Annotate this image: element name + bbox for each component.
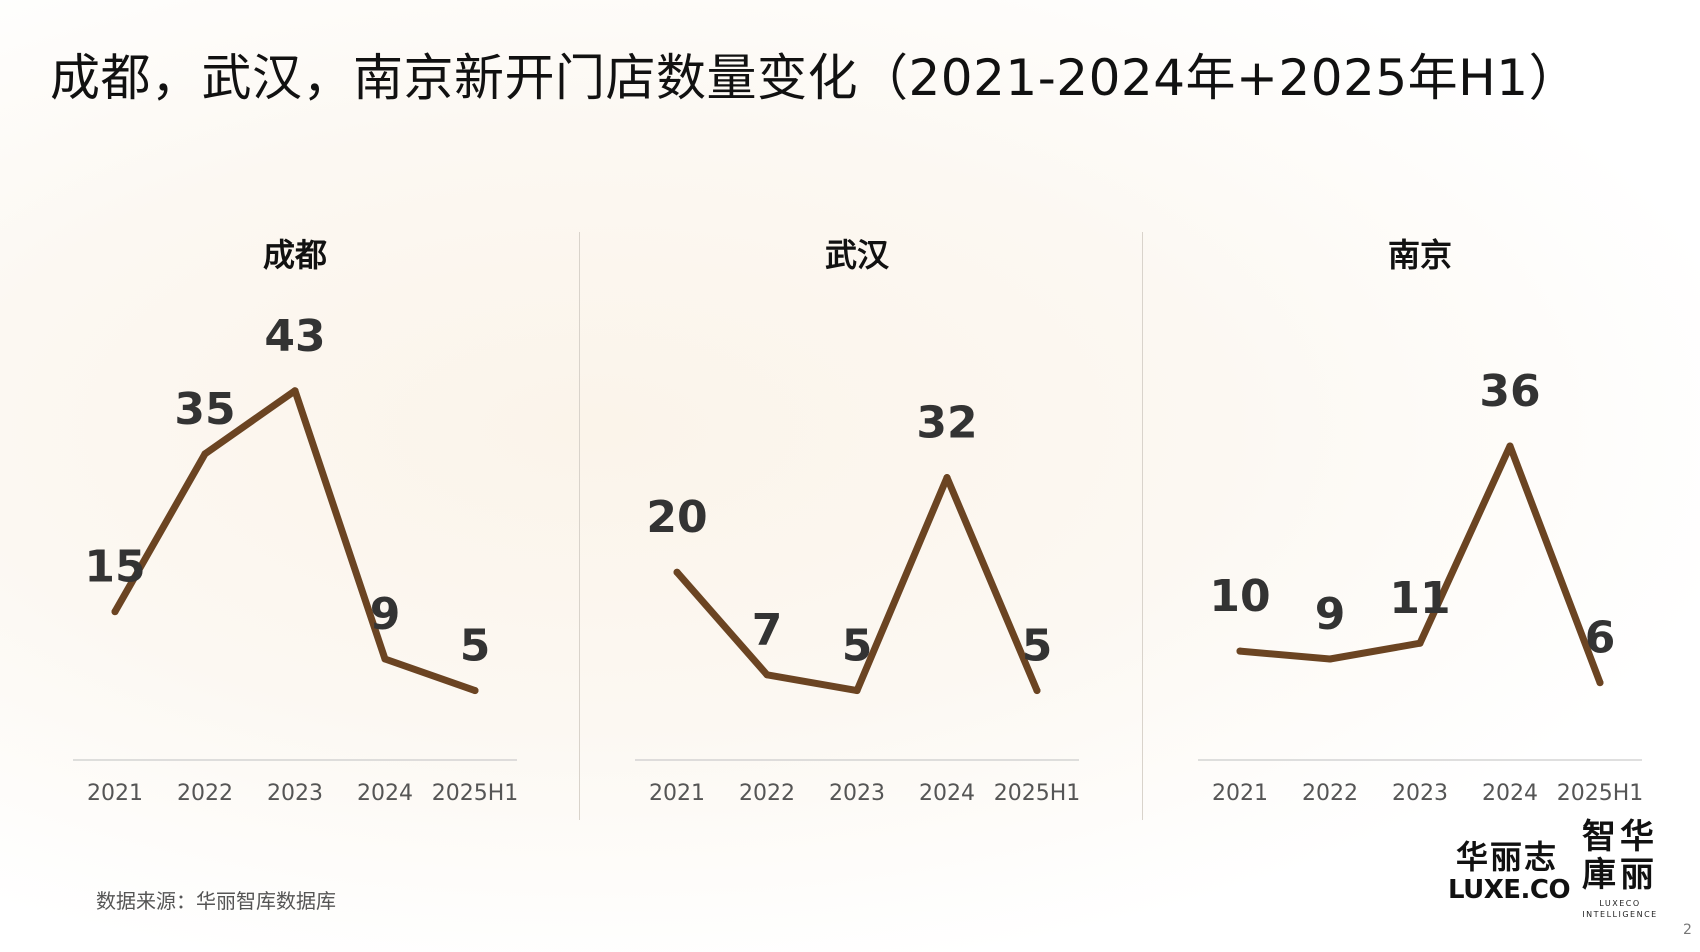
data-point (291, 387, 299, 395)
data-point (853, 687, 861, 695)
data-point (943, 474, 951, 482)
data-point (1033, 687, 1041, 695)
chart-title: 南京 (1387, 236, 1452, 274)
line-chart-svg: 20 7 5 32 5 2021 2022 2023 2024 2025H1 (635, 398, 1081, 806)
data-label: 36 (1479, 366, 1540, 417)
x-tick-label: 2025H1 (1557, 781, 1644, 806)
logo-en: LUXE.CO (1448, 875, 1571, 905)
data-label: 35 (174, 384, 235, 435)
data-label: 5 (1022, 621, 1053, 672)
data-point (673, 568, 681, 576)
data-label: 5 (842, 621, 873, 672)
line-chart-svg: 15 35 43 9 5 2021 2022 2023 2024 2025H1 (73, 311, 519, 806)
luxeco-intelligence-logo: 智华 庫丽 LUXECO INTELLIGENCE (1578, 818, 1662, 920)
source-note: 数据来源：华丽智库数据库 (96, 889, 336, 913)
x-tick-label: 2025H1 (432, 781, 519, 806)
data-point (1506, 442, 1514, 450)
data-point (111, 608, 119, 616)
data-label: 9 (1315, 589, 1346, 640)
x-tick-label: 2023 (1392, 781, 1448, 806)
data-label: 15 (84, 542, 145, 593)
series-line (1236, 442, 1604, 687)
chart-nanjing: 南京 10 9 11 36 6 2021 2022 2023 2024 2025H1 (1160, 220, 1680, 820)
data-label: 6 (1585, 613, 1616, 664)
luxeco-logo: 华丽志 LUXE.CO (1448, 838, 1571, 905)
page-title: 成都，武汉，南京新开门店数量变化（2021-2024年+2025年H1） (50, 49, 1580, 107)
logo-cn-line2: 庫丽 (1582, 855, 1658, 895)
x-tick-label: 2021 (649, 781, 705, 806)
x-tick-label: 2024 (1482, 781, 1538, 806)
chart-title: 武汉 (824, 236, 889, 274)
logo-cn-line1: 智华 (1582, 817, 1658, 857)
data-point (471, 687, 479, 695)
data-point (381, 655, 389, 663)
data-label: 5 (460, 621, 491, 672)
x-tick-label: 2025H1 (994, 781, 1081, 806)
x-tick-label: 2024 (919, 781, 975, 806)
page-number: 2 (1683, 922, 1692, 938)
data-point (1236, 647, 1244, 655)
x-tick-label: 2021 (87, 781, 143, 806)
x-tick-label: 2022 (177, 781, 233, 806)
x-tick-label: 2023 (829, 781, 885, 806)
data-label: 20 (646, 492, 707, 543)
data-label: 7 (752, 605, 783, 656)
data-label: 11 (1389, 573, 1450, 624)
x-tick-label: 2022 (739, 781, 795, 806)
divider (1142, 232, 1143, 820)
chart-chengdu: 成都 15 35 43 9 5 2021 2022 2023 2024 2025H1 (35, 220, 555, 820)
chart-wuhan: 武汉 20 7 5 32 5 2021 2022 2023 2024 2025H1 (597, 220, 1117, 820)
x-tick-label: 2021 (1212, 781, 1268, 806)
data-label: 10 (1209, 571, 1270, 622)
chart-title: 成都 (262, 236, 327, 274)
logo-en-line2: INTELLIGENCE (1582, 910, 1658, 919)
data-label: 43 (264, 311, 325, 362)
data-label: 32 (916, 398, 977, 449)
data-point (763, 671, 771, 679)
series-line (111, 387, 479, 695)
x-tick-label: 2024 (357, 781, 413, 806)
x-tick-label: 2023 (267, 781, 323, 806)
data-label: 9 (370, 589, 401, 640)
data-point (201, 450, 209, 458)
divider (579, 232, 580, 820)
data-point (1416, 639, 1424, 647)
line-chart-svg: 10 9 11 36 6 2021 2022 2023 2024 2025H1 (1198, 366, 1644, 806)
data-point (1326, 655, 1334, 663)
x-tick-label: 2022 (1302, 781, 1358, 806)
logo-en-line1: LUXECO (1599, 899, 1641, 908)
data-point (1596, 679, 1604, 687)
logo-cn: 华丽志 (1455, 838, 1558, 876)
